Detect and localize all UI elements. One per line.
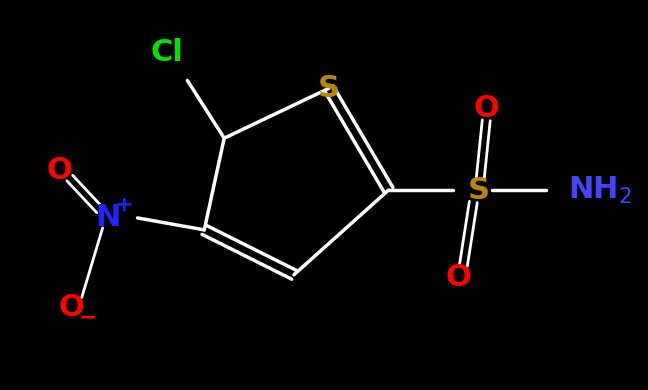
Text: NH$_2$: NH$_2$ [568,174,632,206]
Text: Cl: Cl [151,38,184,67]
Text: O: O [445,263,471,292]
Text: N: N [95,204,121,232]
Text: O: O [59,293,85,322]
Text: S: S [467,176,489,204]
Text: +: + [114,195,133,215]
Text: O: O [47,156,73,184]
Text: S: S [318,74,340,103]
Text: O: O [473,94,499,123]
Text: −: − [78,308,97,328]
